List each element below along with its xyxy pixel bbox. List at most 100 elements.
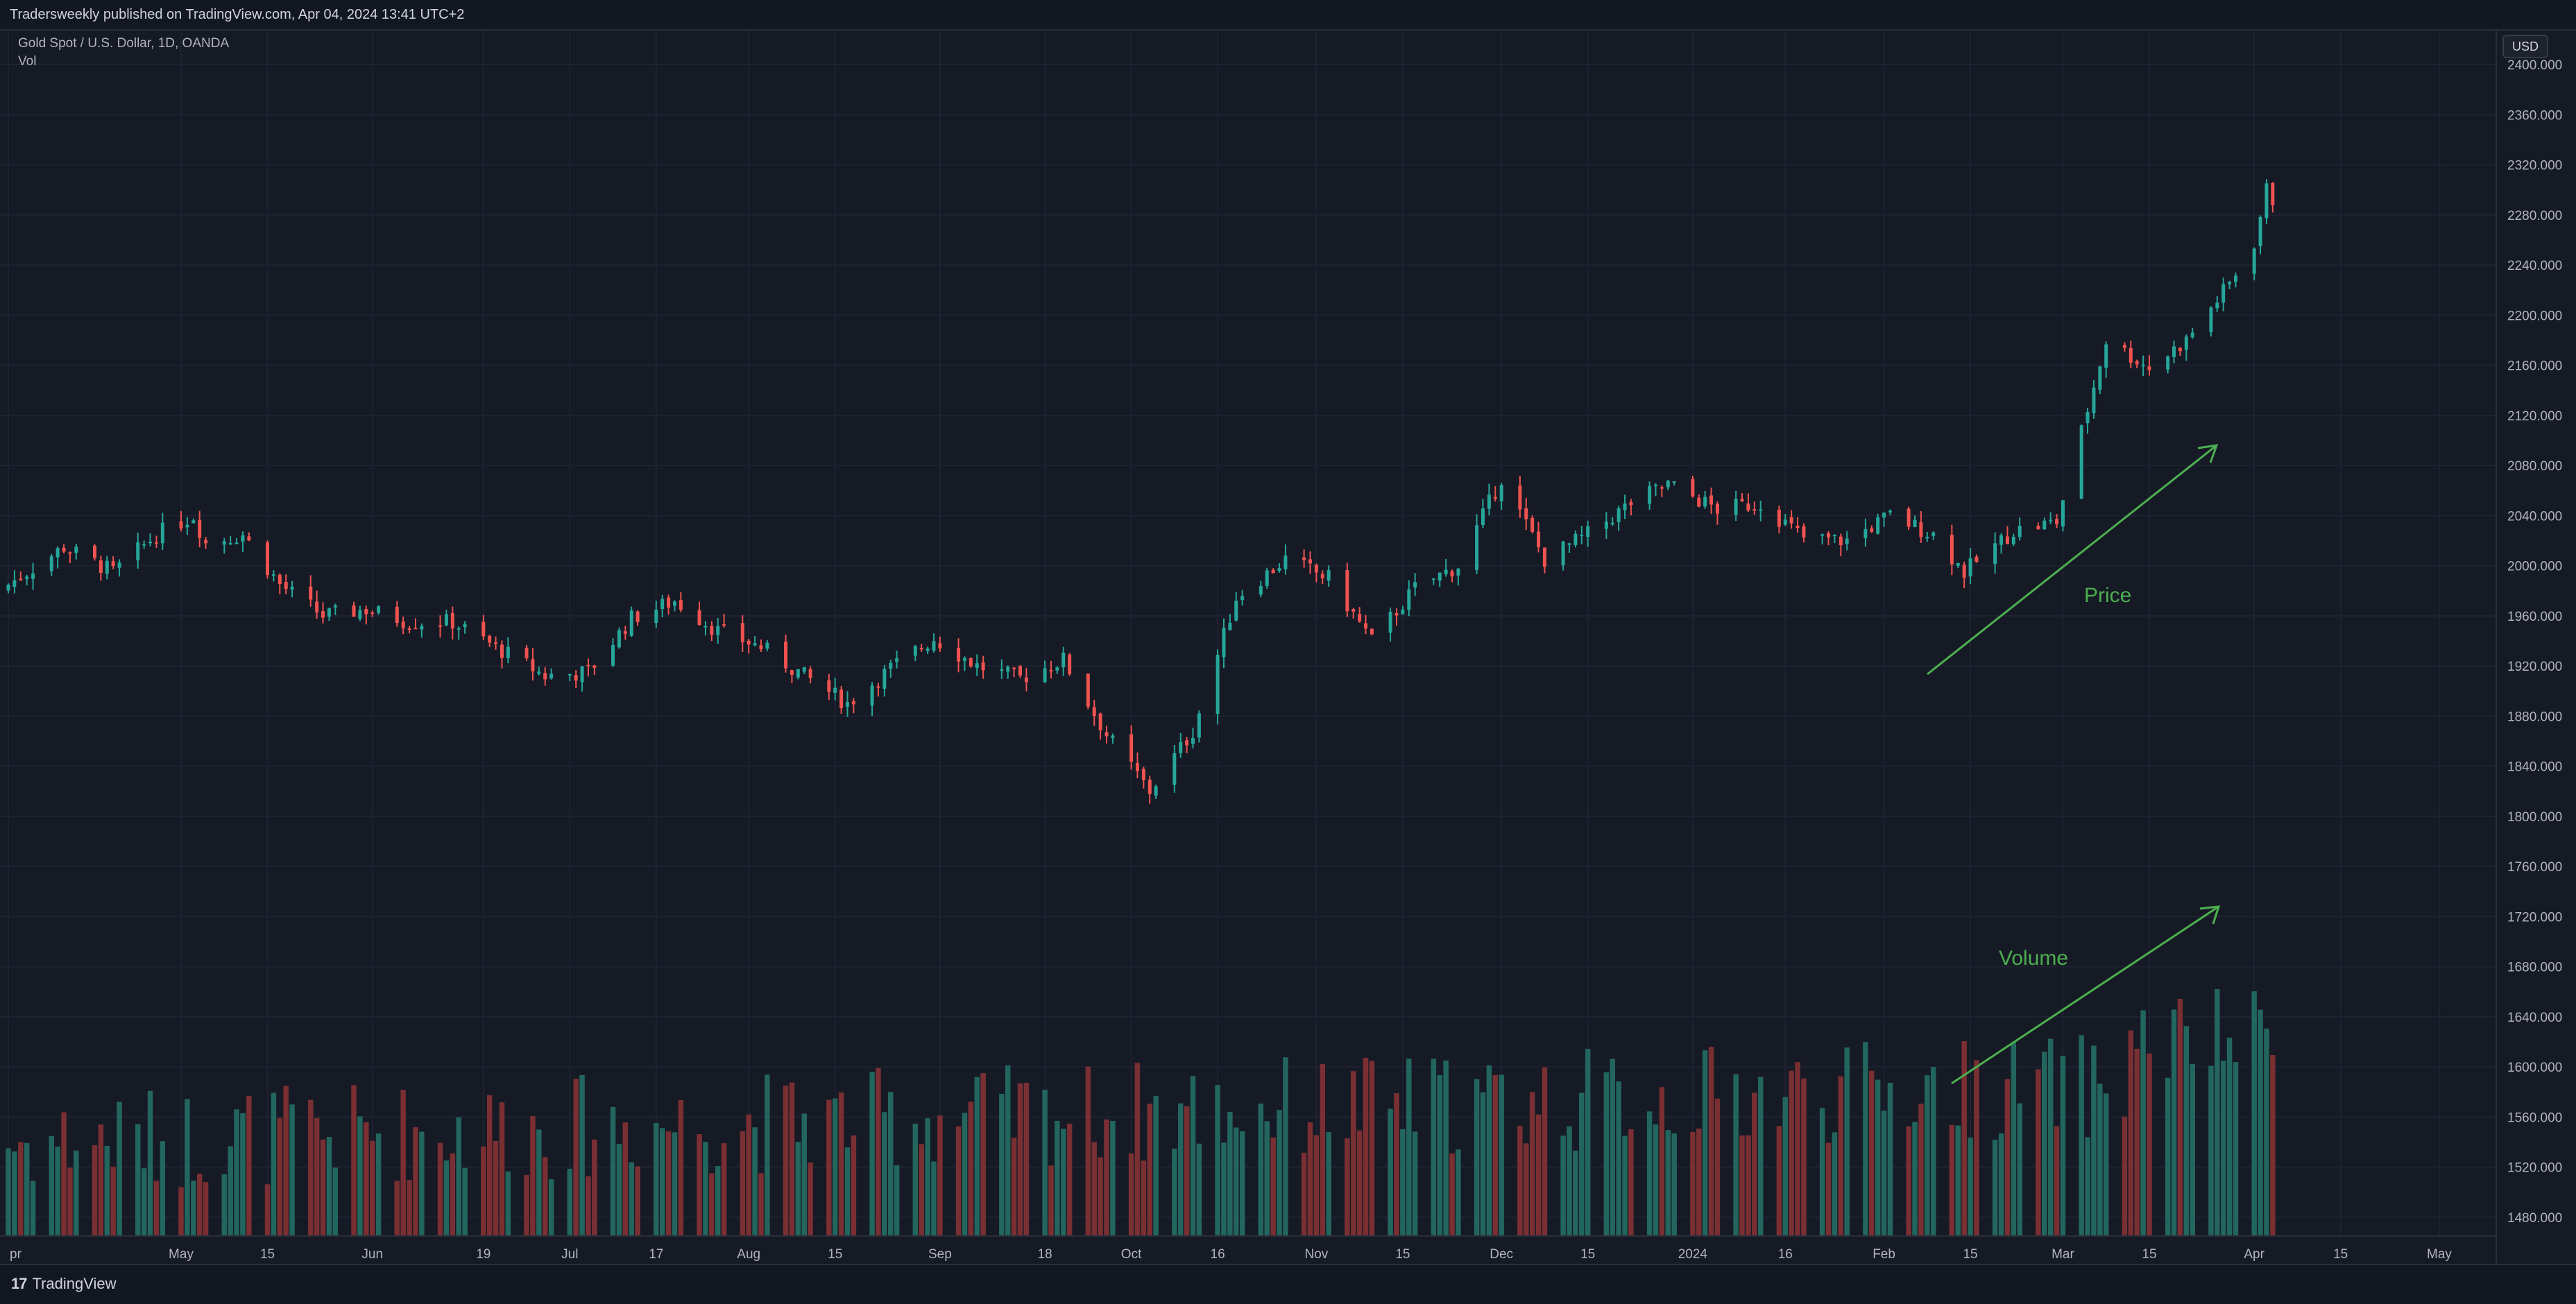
candle-body bbox=[2228, 282, 2232, 284]
candle-body bbox=[1931, 532, 1936, 536]
candle-body bbox=[12, 580, 17, 587]
volume-bar bbox=[2004, 1079, 2011, 1236]
volume-bar bbox=[1172, 1148, 1177, 1236]
candle-body bbox=[290, 586, 294, 590]
candle-body bbox=[1068, 654, 1072, 674]
time-axis[interactable]: pr May 15 Jun 19 Jul 17 Aug 15 Sep 18 Oct 16 Nov 15 Dec… bbox=[10, 1247, 2452, 1262]
volume-bar bbox=[1153, 1096, 1159, 1236]
volume-bar bbox=[1258, 1104, 1264, 1236]
volume-bar bbox=[2258, 1009, 2263, 1236]
candle-body bbox=[1832, 534, 1836, 536]
volume-bar bbox=[320, 1139, 326, 1236]
candle-body bbox=[2215, 302, 2219, 309]
candle-body bbox=[62, 547, 66, 552]
price-volume-chart[interactable]: 1480.000 1520.000 1560.000 1600.000 1640.000… bbox=[0, 29, 2576, 1264]
candle-body bbox=[1185, 740, 1189, 746]
volume-bar bbox=[314, 1117, 320, 1236]
candle-body bbox=[49, 556, 53, 572]
volume-bar bbox=[1974, 1060, 1979, 1236]
time-tick-label: 15 bbox=[2142, 1247, 2156, 1262]
time-tick-label: May bbox=[2427, 1247, 2452, 1262]
volume-bar bbox=[1930, 1067, 1936, 1236]
volume-bar bbox=[1517, 1126, 1523, 1236]
candle-body bbox=[1431, 578, 1435, 580]
candle-body bbox=[882, 669, 887, 689]
volume-bar bbox=[49, 1135, 54, 1236]
volume-bar bbox=[1499, 1074, 1504, 1236]
volume-bars bbox=[6, 988, 2276, 1236]
candle-body bbox=[1604, 522, 1608, 529]
volume-bar bbox=[364, 1122, 369, 1236]
candle-body bbox=[1154, 786, 1158, 796]
volume-bar bbox=[801, 1113, 807, 1236]
price-axis[interactable]: 1480.000 1520.000 1560.000 1600.000 1640.000… bbox=[2507, 58, 2562, 1226]
time-tick-label: 15 bbox=[828, 1247, 842, 1262]
candle-body bbox=[531, 659, 535, 671]
volume-bar bbox=[1270, 1138, 1276, 1236]
candle-body bbox=[2264, 183, 2269, 218]
volume-bar bbox=[1011, 1138, 1017, 1236]
volume-bar bbox=[573, 1079, 579, 1236]
candle-body bbox=[962, 658, 966, 661]
candle-body bbox=[2135, 361, 2139, 365]
volume-bar bbox=[826, 1099, 832, 1236]
volume-bar bbox=[1307, 1122, 1313, 1236]
price-arrow bbox=[1927, 444, 2219, 676]
candle-body bbox=[1438, 572, 1442, 581]
candle-body bbox=[2271, 182, 2275, 205]
candle-body bbox=[1629, 501, 1633, 506]
candle-body bbox=[1962, 565, 1966, 578]
candle-body bbox=[2011, 536, 2015, 544]
candle-body bbox=[315, 601, 319, 612]
candle-body bbox=[1197, 713, 1201, 738]
brand-name: TradingView bbox=[32, 1275, 117, 1292]
volume-bar bbox=[1443, 1060, 1449, 1236]
candle-body bbox=[1104, 732, 1109, 737]
price-tick-label: 2360.000 bbox=[2507, 108, 2562, 123]
candle-body bbox=[1913, 520, 1917, 528]
volume-indicator-label[interactable]: Vol bbox=[18, 54, 37, 69]
tradingview-brand[interactable]: 17 TradingView bbox=[11, 1275, 117, 1293]
candle-body bbox=[845, 702, 849, 707]
price-tick-label: 2200.000 bbox=[2507, 309, 2562, 323]
price-tick-label: 2000.000 bbox=[2507, 560, 2562, 574]
volume-bar bbox=[1104, 1119, 1109, 1236]
volume-bar bbox=[2226, 1037, 2233, 1236]
currency-button[interactable]: USD bbox=[2502, 35, 2548, 58]
price-tick-label: 1760.000 bbox=[2507, 860, 2562, 875]
candle-body bbox=[926, 649, 930, 651]
candle-body bbox=[753, 643, 757, 646]
candle-body bbox=[1759, 509, 1763, 511]
candle-body bbox=[56, 548, 60, 558]
time-tick-label: 15 bbox=[1395, 1247, 1410, 1262]
volume-bar bbox=[2128, 1030, 2134, 1236]
candle-body bbox=[1691, 479, 1695, 497]
candle-body bbox=[1783, 519, 1787, 525]
volume-bar bbox=[12, 1151, 17, 1236]
candle-body bbox=[2085, 412, 2090, 424]
price-tick-label: 2080.000 bbox=[2507, 459, 2562, 474]
volume-bar bbox=[1690, 1131, 1696, 1236]
volume-bar bbox=[709, 1173, 715, 1236]
candle-body bbox=[1530, 517, 1535, 532]
volume-bar bbox=[2264, 1028, 2269, 1236]
candle-body bbox=[1876, 517, 1880, 534]
candle-body bbox=[1870, 528, 1874, 532]
volume-bar bbox=[980, 1073, 986, 1236]
candle-body bbox=[1444, 569, 1448, 574]
time-tick-label: Jul bbox=[561, 1247, 578, 1262]
volume-bar bbox=[1776, 1126, 1782, 1236]
candle-body bbox=[543, 673, 547, 680]
volume-bar bbox=[925, 1118, 930, 1236]
candle-body bbox=[1524, 508, 1528, 520]
candle-body bbox=[500, 644, 504, 658]
volume-bar bbox=[110, 1167, 116, 1236]
candle-body bbox=[1703, 497, 1707, 507]
volume-bar bbox=[616, 1143, 622, 1236]
candle-body bbox=[1179, 741, 1183, 753]
volume-bar bbox=[1696, 1129, 1702, 1236]
candle-body bbox=[1845, 538, 1849, 544]
volume-bar bbox=[141, 1168, 147, 1236]
volume-bar bbox=[746, 1114, 751, 1236]
time-tick-label: 19 bbox=[476, 1247, 491, 1262]
